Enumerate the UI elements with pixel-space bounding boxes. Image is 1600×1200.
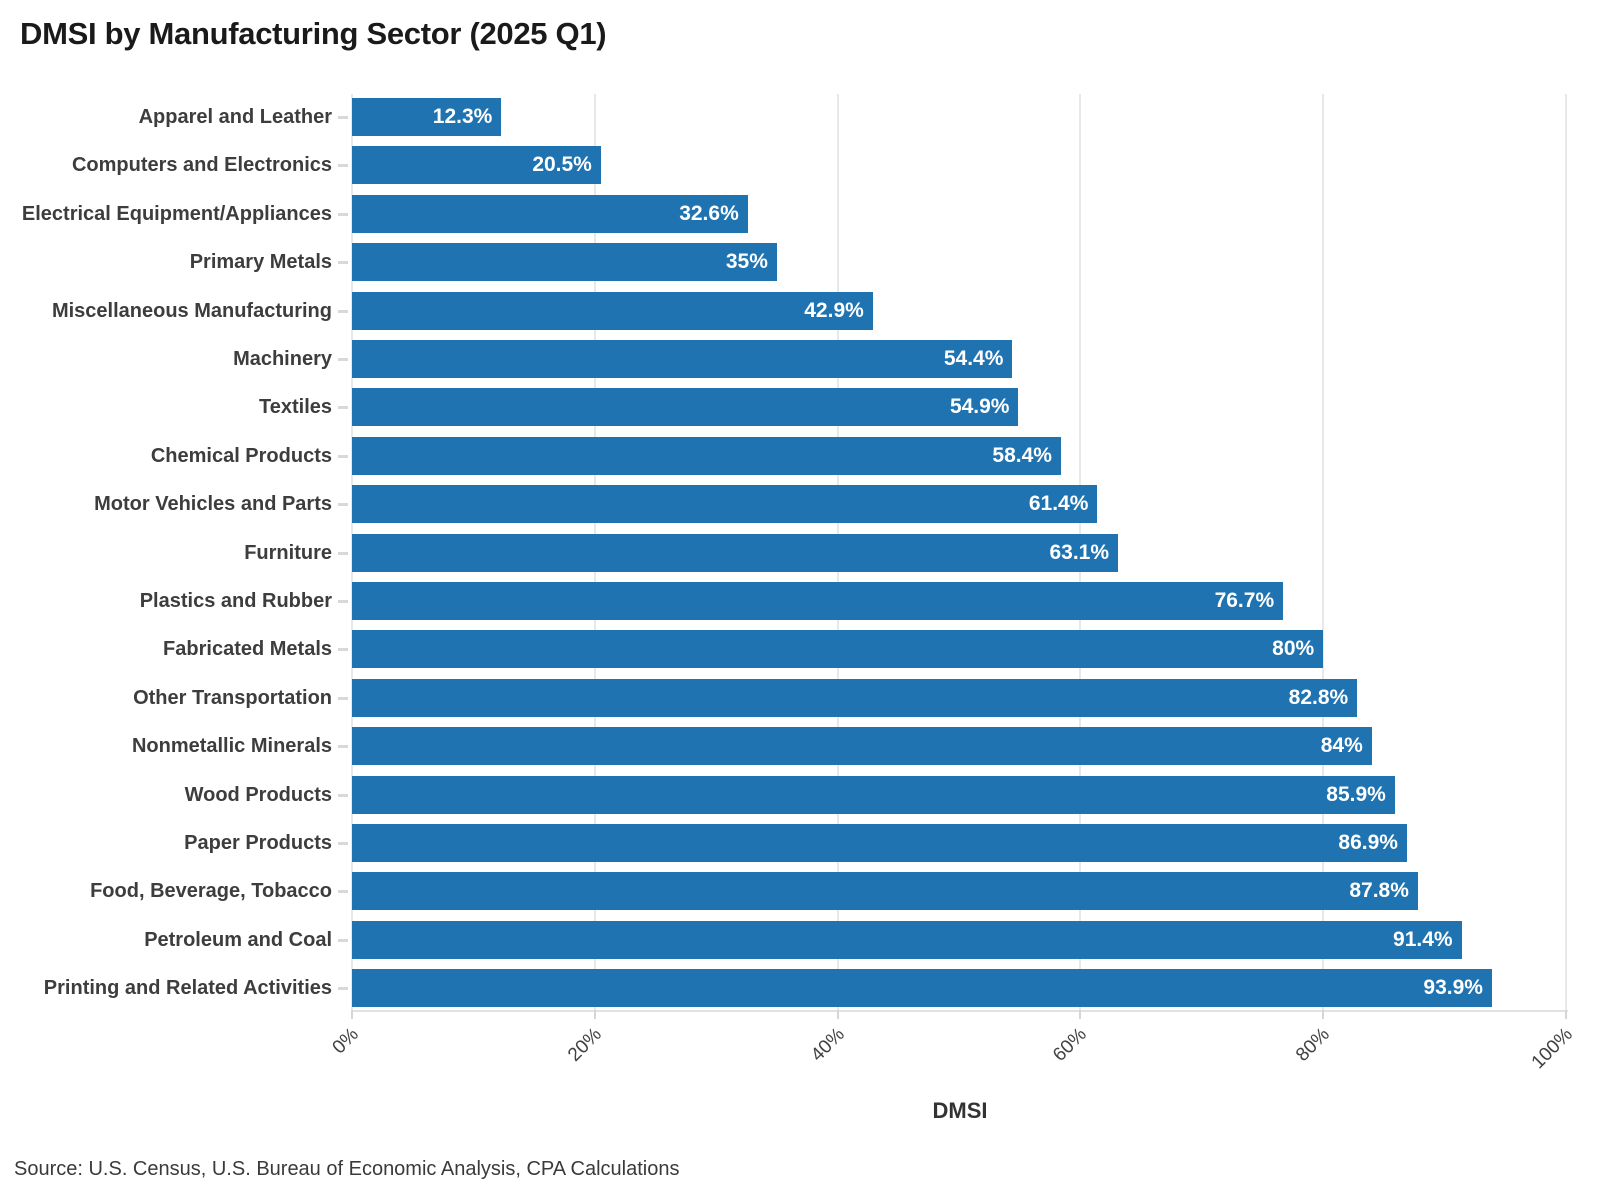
value-label: 12.3% bbox=[432, 105, 493, 128]
category-label: Chemical Products bbox=[150, 444, 332, 467]
source-note: Source: U.S. Census, U.S. Bureau of Econ… bbox=[14, 1158, 680, 1180]
category-label: Printing and Related Activities bbox=[43, 977, 332, 1000]
value-label: 61.4% bbox=[1028, 492, 1089, 516]
category-label: Petroleum and Coal bbox=[144, 928, 332, 951]
category-label: Furniture bbox=[244, 541, 332, 564]
y-axis-tick bbox=[338, 309, 348, 313]
bar: 76.7% bbox=[352, 582, 1284, 620]
y-axis-tick bbox=[338, 890, 348, 894]
value-label: 86.9% bbox=[1338, 831, 1398, 854]
bar: 91.4% bbox=[352, 920, 1462, 959]
category-label: Apparel and Leather bbox=[138, 106, 332, 128]
gridline bbox=[1322, 94, 1325, 1010]
value-label: 93.9% bbox=[1423, 976, 1483, 1000]
category-label: Computers and Electronics bbox=[71, 154, 332, 177]
category-label: Fabricated Metals bbox=[163, 638, 332, 661]
bar: 80% bbox=[352, 630, 1324, 669]
y-axis-tick bbox=[338, 745, 348, 749]
category-label: Textiles bbox=[259, 396, 332, 419]
y-axis-tick bbox=[338, 406, 348, 410]
bar: 87.8% bbox=[352, 872, 1418, 911]
value-label: 85.9% bbox=[1326, 782, 1386, 806]
value-label: 91.4% bbox=[1393, 927, 1453, 951]
y-axis-tick bbox=[338, 842, 348, 845]
bar: 82.8% bbox=[352, 678, 1358, 717]
x-axis-line bbox=[352, 1010, 1568, 1012]
y-axis-tick bbox=[338, 551, 348, 555]
bar: 61.4% bbox=[352, 485, 1098, 524]
value-label: 32.6% bbox=[679, 201, 739, 225]
category-label: Miscellaneous Manufacturing bbox=[51, 299, 332, 322]
value-label: 63.1% bbox=[1049, 540, 1110, 564]
value-label: 58.4% bbox=[992, 443, 1052, 467]
value-label: 20.5% bbox=[532, 153, 592, 177]
y-axis-tick bbox=[338, 600, 348, 603]
y-axis-tick bbox=[338, 938, 348, 942]
bar: 63.1% bbox=[352, 533, 1119, 572]
y-axis-tick bbox=[338, 793, 348, 797]
bar: 58.4% bbox=[352, 436, 1061, 475]
y-axis-tick bbox=[338, 116, 348, 119]
x-tick-label: 0% bbox=[328, 1024, 363, 1059]
gridline bbox=[1565, 94, 1567, 1010]
bar: 54.4% bbox=[352, 340, 1013, 378]
value-label: 82.8% bbox=[1288, 685, 1349, 709]
value-label: 84% bbox=[1320, 734, 1363, 758]
bar: 12.3% bbox=[352, 98, 502, 136]
value-label: 35% bbox=[725, 250, 768, 274]
value-label: 76.7% bbox=[1214, 589, 1275, 612]
y-axis-tick bbox=[338, 212, 348, 216]
category-label: Other Transportation bbox=[133, 686, 332, 709]
x-axis-tick bbox=[1565, 1010, 1567, 1019]
category-label: Electrical Equipment/Appliances bbox=[21, 202, 332, 225]
y-axis-tick bbox=[338, 261, 348, 265]
x-axis-tick bbox=[1322, 1010, 1325, 1019]
y-axis-tick bbox=[338, 503, 348, 507]
bar: 35% bbox=[352, 243, 777, 282]
x-axis-title: DMSI bbox=[932, 1098, 988, 1123]
y-axis-tick bbox=[338, 164, 348, 168]
bar: 32.6% bbox=[352, 194, 748, 233]
bar: 42.9% bbox=[352, 291, 873, 330]
value-label: 80% bbox=[1272, 637, 1315, 661]
value-label: 42.9% bbox=[804, 298, 864, 322]
bar: 86.9% bbox=[352, 824, 1407, 862]
x-axis-tick bbox=[593, 1010, 596, 1019]
x-axis-tick bbox=[1079, 1010, 1082, 1019]
x-axis-tick bbox=[351, 1010, 353, 1019]
category-label: Motor Vehicles and Parts bbox=[94, 493, 332, 516]
chart-title: DMSI by Manufacturing Sector (2025 Q1) bbox=[20, 16, 607, 51]
category-label: Paper Products bbox=[184, 832, 332, 854]
y-axis-tick bbox=[338, 648, 348, 652]
x-axis-tick bbox=[836, 1010, 839, 1019]
bar: 20.5% bbox=[352, 146, 601, 185]
value-label: 87.8% bbox=[1349, 879, 1409, 903]
bar: 84% bbox=[352, 727, 1372, 766]
bar: 85.9% bbox=[352, 775, 1395, 814]
value-label: 54.4% bbox=[943, 347, 1004, 370]
y-axis-tick bbox=[338, 454, 348, 458]
value-label: 54.9% bbox=[949, 395, 1010, 419]
category-label: Primary Metals bbox=[189, 251, 332, 274]
category-label: Wood Products bbox=[184, 783, 332, 806]
category-label: Machinery bbox=[233, 348, 332, 370]
bar: 93.9% bbox=[352, 969, 1492, 1008]
category-label: Food, Beverage, Tobacco bbox=[90, 880, 332, 903]
category-label: Nonmetallic Minerals bbox=[131, 735, 332, 758]
y-axis-tick bbox=[338, 358, 348, 361]
y-axis-tick bbox=[338, 987, 348, 991]
bar: 54.9% bbox=[352, 388, 1019, 427]
category-label: Plastics and Rubber bbox=[139, 590, 332, 612]
y-axis-tick bbox=[338, 696, 348, 700]
